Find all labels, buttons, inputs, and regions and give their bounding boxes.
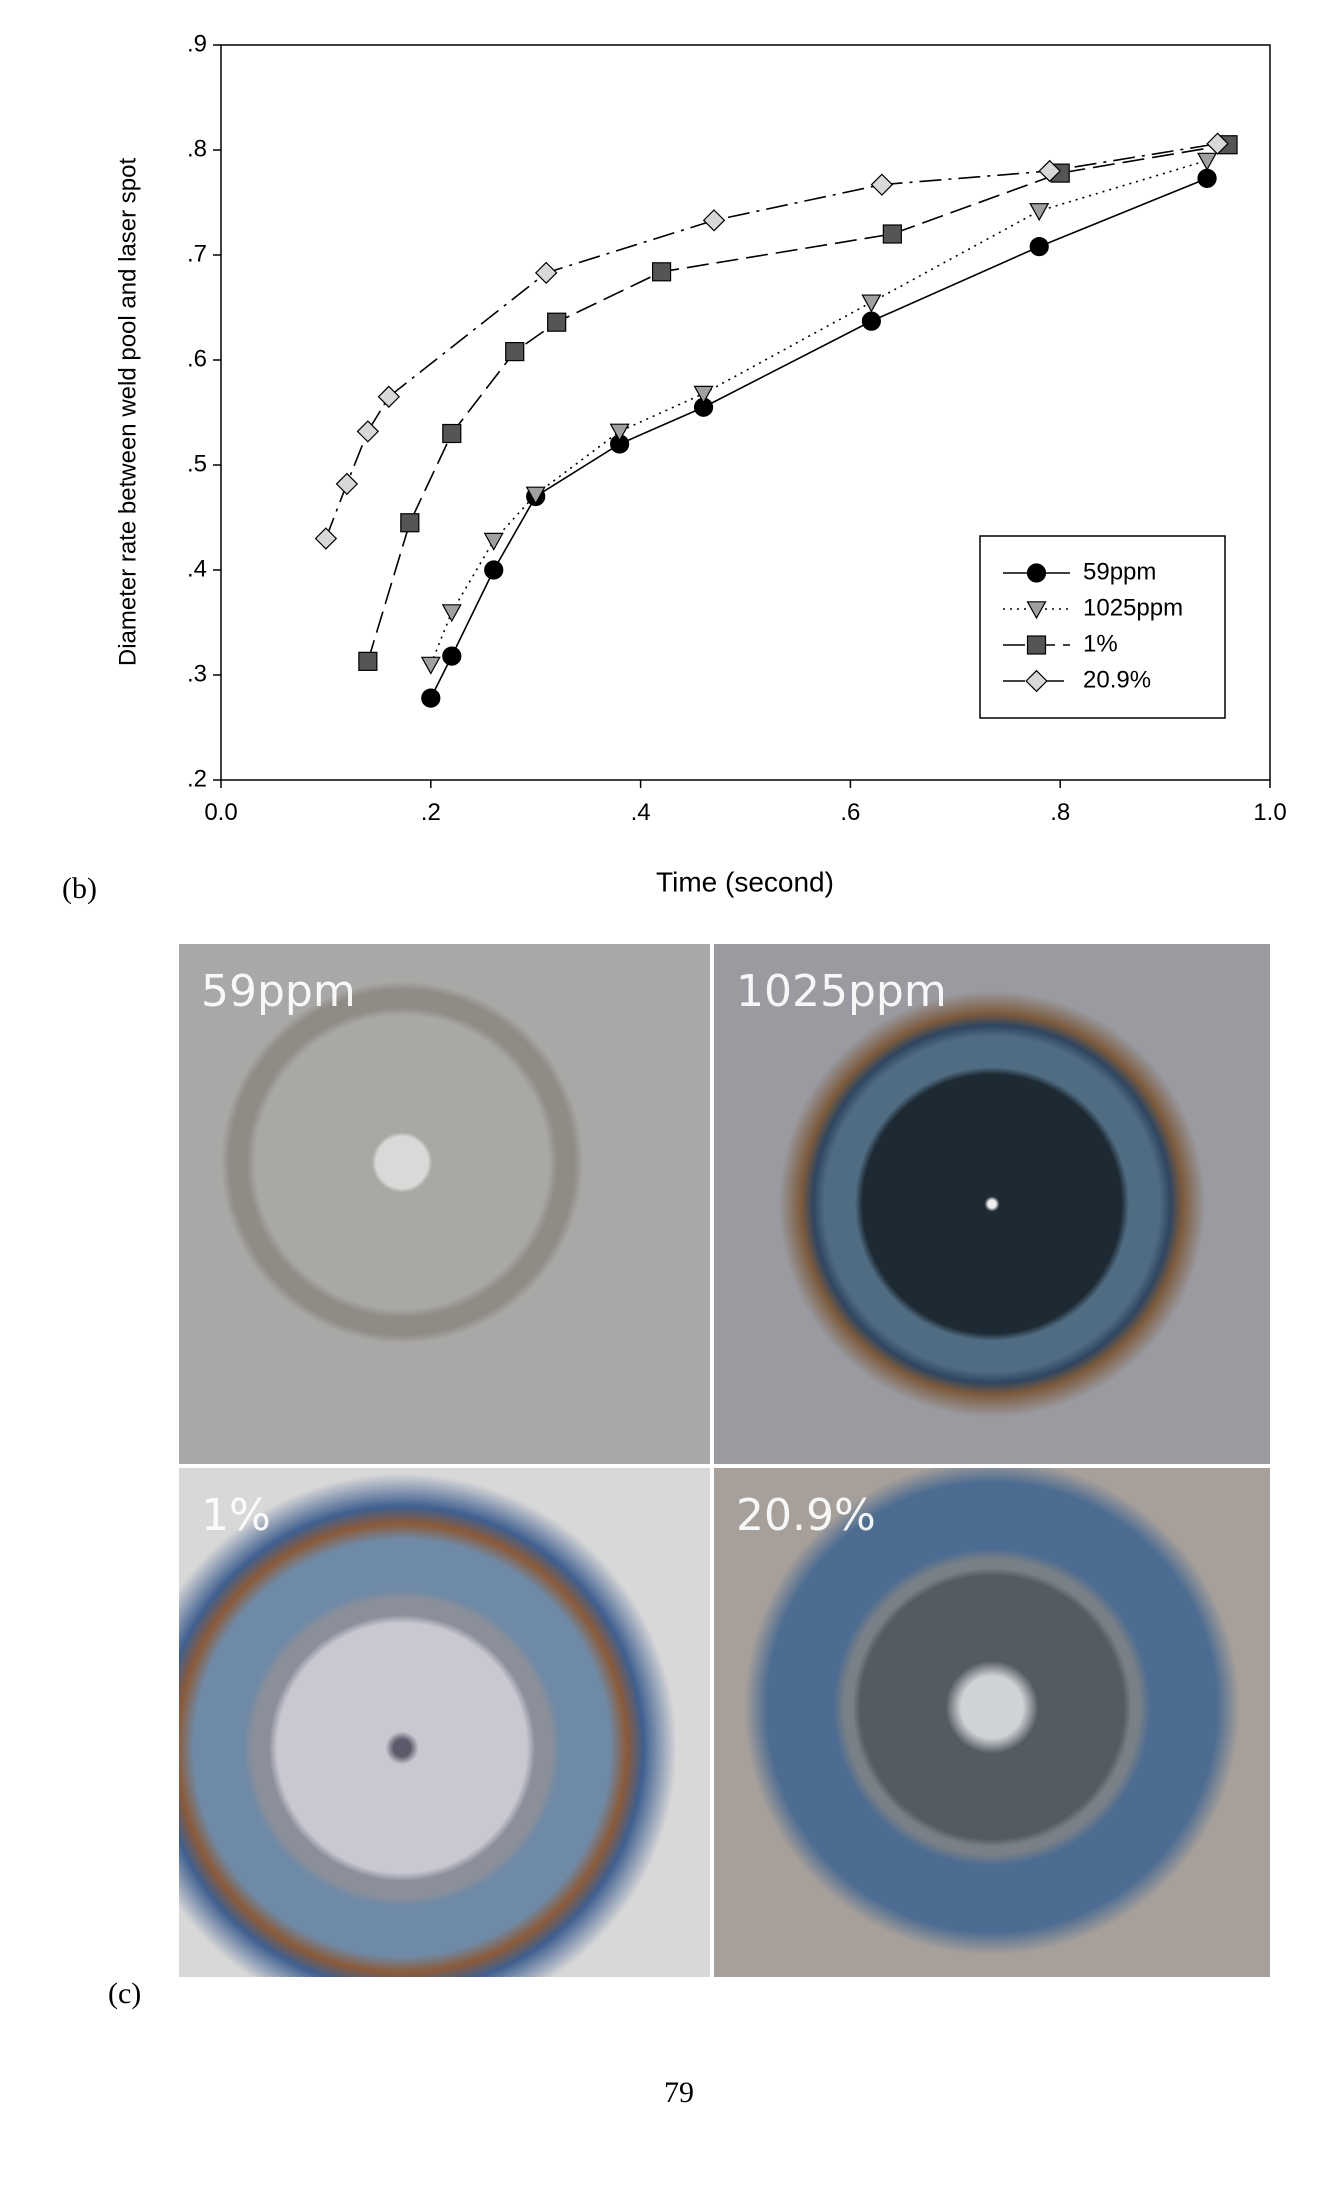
marker (1029, 237, 1049, 257)
y-tick-label: .7 (187, 240, 207, 267)
page-number: 79 (664, 2076, 694, 2109)
marker (400, 513, 420, 533)
marker (525, 486, 546, 505)
marker (442, 423, 462, 444)
photo-label: 1% (201, 1490, 271, 1541)
x-axis-label: Time (second) (656, 866, 834, 897)
legend-label: 1025ppm (1083, 594, 1183, 621)
marker (534, 261, 558, 285)
y-tick-label: .4 (187, 555, 207, 582)
figure-label: (b) (62, 872, 97, 905)
photo-label: 1025ppm (736, 966, 947, 1017)
marker (870, 173, 894, 196)
photo: 20.9% (714, 1468, 1270, 1977)
marker (693, 385, 714, 404)
marker (1197, 168, 1217, 188)
x-tick-label: .2 (421, 799, 441, 826)
marker (356, 420, 380, 443)
x-tick-label: 1.0 (1253, 799, 1286, 826)
y-tick-label: .8 (187, 135, 207, 162)
y-axis-label: Diameter rate between weld pool and lase… (114, 158, 141, 667)
marker (651, 262, 672, 282)
y-tick-label: .3 (187, 660, 207, 687)
marker (483, 532, 504, 551)
x-tick-label: .8 (1050, 799, 1070, 826)
marker (484, 560, 504, 580)
marker (1029, 203, 1050, 222)
y-tick-label: .5 (187, 450, 207, 477)
x-tick-label: .6 (840, 799, 860, 826)
marker (421, 688, 441, 708)
legend-label: 20.9% (1083, 666, 1151, 693)
marker (547, 312, 567, 332)
marker (441, 604, 462, 623)
y-tick-label: .2 (187, 765, 207, 792)
legend-label: 1% (1083, 630, 1118, 657)
chart: Diameter rate between weld pool and lase… (114, 30, 1286, 897)
legend-marker (1025, 669, 1048, 693)
marker (335, 472, 359, 496)
marker (442, 646, 462, 666)
x-tick-label: 0.0 (204, 799, 237, 826)
legend-box (979, 535, 1226, 719)
marker (609, 423, 630, 442)
marker (505, 342, 525, 362)
x-tick-label: .4 (631, 799, 651, 826)
marker (377, 385, 401, 408)
series-line (325, 142, 1218, 539)
plot-frame (220, 44, 1271, 781)
photo: 1025ppm (714, 944, 1270, 1464)
marker (861, 311, 881, 331)
photo: 59ppm (179, 944, 710, 1464)
marker (358, 651, 378, 671)
marker (420, 656, 441, 675)
legend-marker (1026, 601, 1047, 620)
legend-marker (1026, 563, 1047, 583)
marker (702, 209, 726, 232)
marker (861, 294, 882, 313)
legend-marker (1026, 635, 1047, 655)
marker (314, 527, 338, 550)
y-tick-label: .6 (187, 345, 207, 372)
photo-label: 59ppm (201, 966, 356, 1017)
legend-label: 59ppm (1083, 558, 1156, 585)
y-tick-label: .9 (187, 30, 207, 57)
marker (1197, 152, 1218, 171)
photo-label: 20.9% (736, 1490, 876, 1541)
figure-label: (c) (108, 1977, 142, 2010)
marker (1038, 159, 1061, 183)
photo: 1% (179, 1468, 710, 1977)
marker (882, 224, 902, 244)
series-line (430, 159, 1208, 665)
marker (1206, 132, 1229, 155)
